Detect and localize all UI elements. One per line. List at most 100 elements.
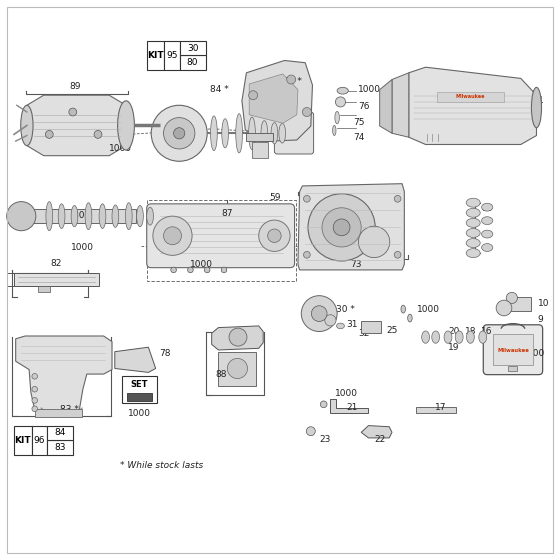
Text: 23: 23 — [319, 435, 330, 444]
Ellipse shape — [482, 203, 493, 211]
FancyBboxPatch shape — [483, 325, 543, 375]
Ellipse shape — [482, 244, 493, 251]
Bar — [437, 92, 504, 102]
Text: 1: 1 — [538, 96, 543, 105]
Circle shape — [287, 75, 296, 84]
Text: 31: 31 — [346, 320, 358, 329]
Polygon shape — [242, 60, 312, 141]
Text: KIT: KIT — [147, 51, 164, 60]
Ellipse shape — [466, 208, 480, 217]
Circle shape — [94, 130, 102, 138]
Bar — [246, 133, 273, 141]
Ellipse shape — [479, 331, 487, 343]
Bar — [127, 393, 152, 400]
Text: 1000: 1000 — [190, 260, 213, 269]
Text: 84: 84 — [54, 428, 66, 437]
Ellipse shape — [125, 203, 132, 230]
Bar — [31, 426, 47, 455]
Text: 86: 86 — [354, 237, 366, 246]
Bar — [14, 426, 31, 455]
Bar — [47, 426, 73, 440]
Text: 80 *: 80 * — [73, 211, 92, 220]
Bar — [21, 209, 136, 223]
Text: 1000: 1000 — [71, 243, 95, 252]
Ellipse shape — [337, 323, 344, 329]
Text: 85: 85 — [482, 204, 493, 213]
Circle shape — [171, 267, 176, 273]
Polygon shape — [16, 336, 112, 416]
Circle shape — [32, 386, 38, 392]
Circle shape — [174, 128, 185, 139]
Ellipse shape — [531, 87, 542, 128]
Circle shape — [302, 108, 311, 116]
Ellipse shape — [422, 331, 430, 343]
Text: 73: 73 — [350, 260, 362, 269]
Ellipse shape — [46, 202, 53, 231]
Text: 83 *: 83 * — [60, 405, 80, 414]
Circle shape — [32, 374, 38, 379]
Text: 10: 10 — [538, 299, 549, 308]
Circle shape — [394, 195, 401, 202]
Text: 16: 16 — [480, 327, 492, 336]
Ellipse shape — [335, 111, 339, 124]
Ellipse shape — [261, 120, 268, 146]
Circle shape — [32, 406, 38, 412]
Circle shape — [229, 328, 247, 346]
Bar — [416, 407, 456, 413]
Bar — [361, 321, 381, 333]
Text: 87: 87 — [221, 209, 232, 218]
Polygon shape — [115, 347, 156, 372]
Circle shape — [304, 195, 310, 202]
Text: 18: 18 — [465, 327, 477, 336]
Text: * While stock lasts: * While stock lasts — [120, 461, 204, 470]
Circle shape — [322, 208, 361, 247]
Polygon shape — [330, 399, 368, 413]
Ellipse shape — [112, 205, 119, 227]
Circle shape — [7, 202, 36, 231]
Bar — [508, 366, 517, 371]
Text: Milwaukee: Milwaukee — [456, 95, 485, 99]
Text: 1000: 1000 — [128, 409, 151, 418]
Circle shape — [32, 398, 38, 403]
Text: 20: 20 — [448, 327, 459, 336]
Circle shape — [394, 251, 401, 258]
Polygon shape — [298, 184, 404, 270]
Circle shape — [221, 267, 227, 273]
Bar — [47, 440, 73, 455]
Circle shape — [306, 427, 315, 436]
Ellipse shape — [444, 331, 452, 343]
Text: 9: 9 — [538, 315, 543, 324]
Circle shape — [506, 292, 517, 304]
Circle shape — [301, 296, 337, 332]
Ellipse shape — [279, 123, 286, 143]
Ellipse shape — [236, 114, 242, 153]
Bar — [493, 334, 533, 365]
Bar — [180, 41, 206, 55]
Text: 76: 76 — [358, 102, 370, 111]
Ellipse shape — [408, 314, 412, 322]
Circle shape — [335, 97, 346, 107]
Circle shape — [164, 118, 195, 149]
Text: 1000: 1000 — [335, 389, 358, 398]
Circle shape — [333, 219, 350, 236]
Bar — [180, 55, 206, 70]
Polygon shape — [361, 426, 392, 438]
Ellipse shape — [466, 228, 480, 237]
Text: 1000: 1000 — [417, 305, 440, 314]
Circle shape — [496, 300, 512, 316]
Text: 95: 95 — [166, 51, 178, 60]
Circle shape — [151, 105, 207, 161]
Bar — [252, 142, 268, 158]
Text: 83: 83 — [54, 443, 66, 452]
Polygon shape — [380, 80, 392, 133]
Text: 82: 82 — [50, 259, 62, 268]
Circle shape — [325, 315, 336, 326]
Bar — [122, 376, 157, 403]
Ellipse shape — [21, 105, 33, 146]
Text: 700: 700 — [528, 349, 545, 358]
Text: 32: 32 — [358, 329, 370, 338]
FancyBboxPatch shape — [147, 204, 295, 268]
Ellipse shape — [271, 123, 278, 144]
Bar — [38, 286, 50, 292]
Polygon shape — [212, 326, 263, 350]
